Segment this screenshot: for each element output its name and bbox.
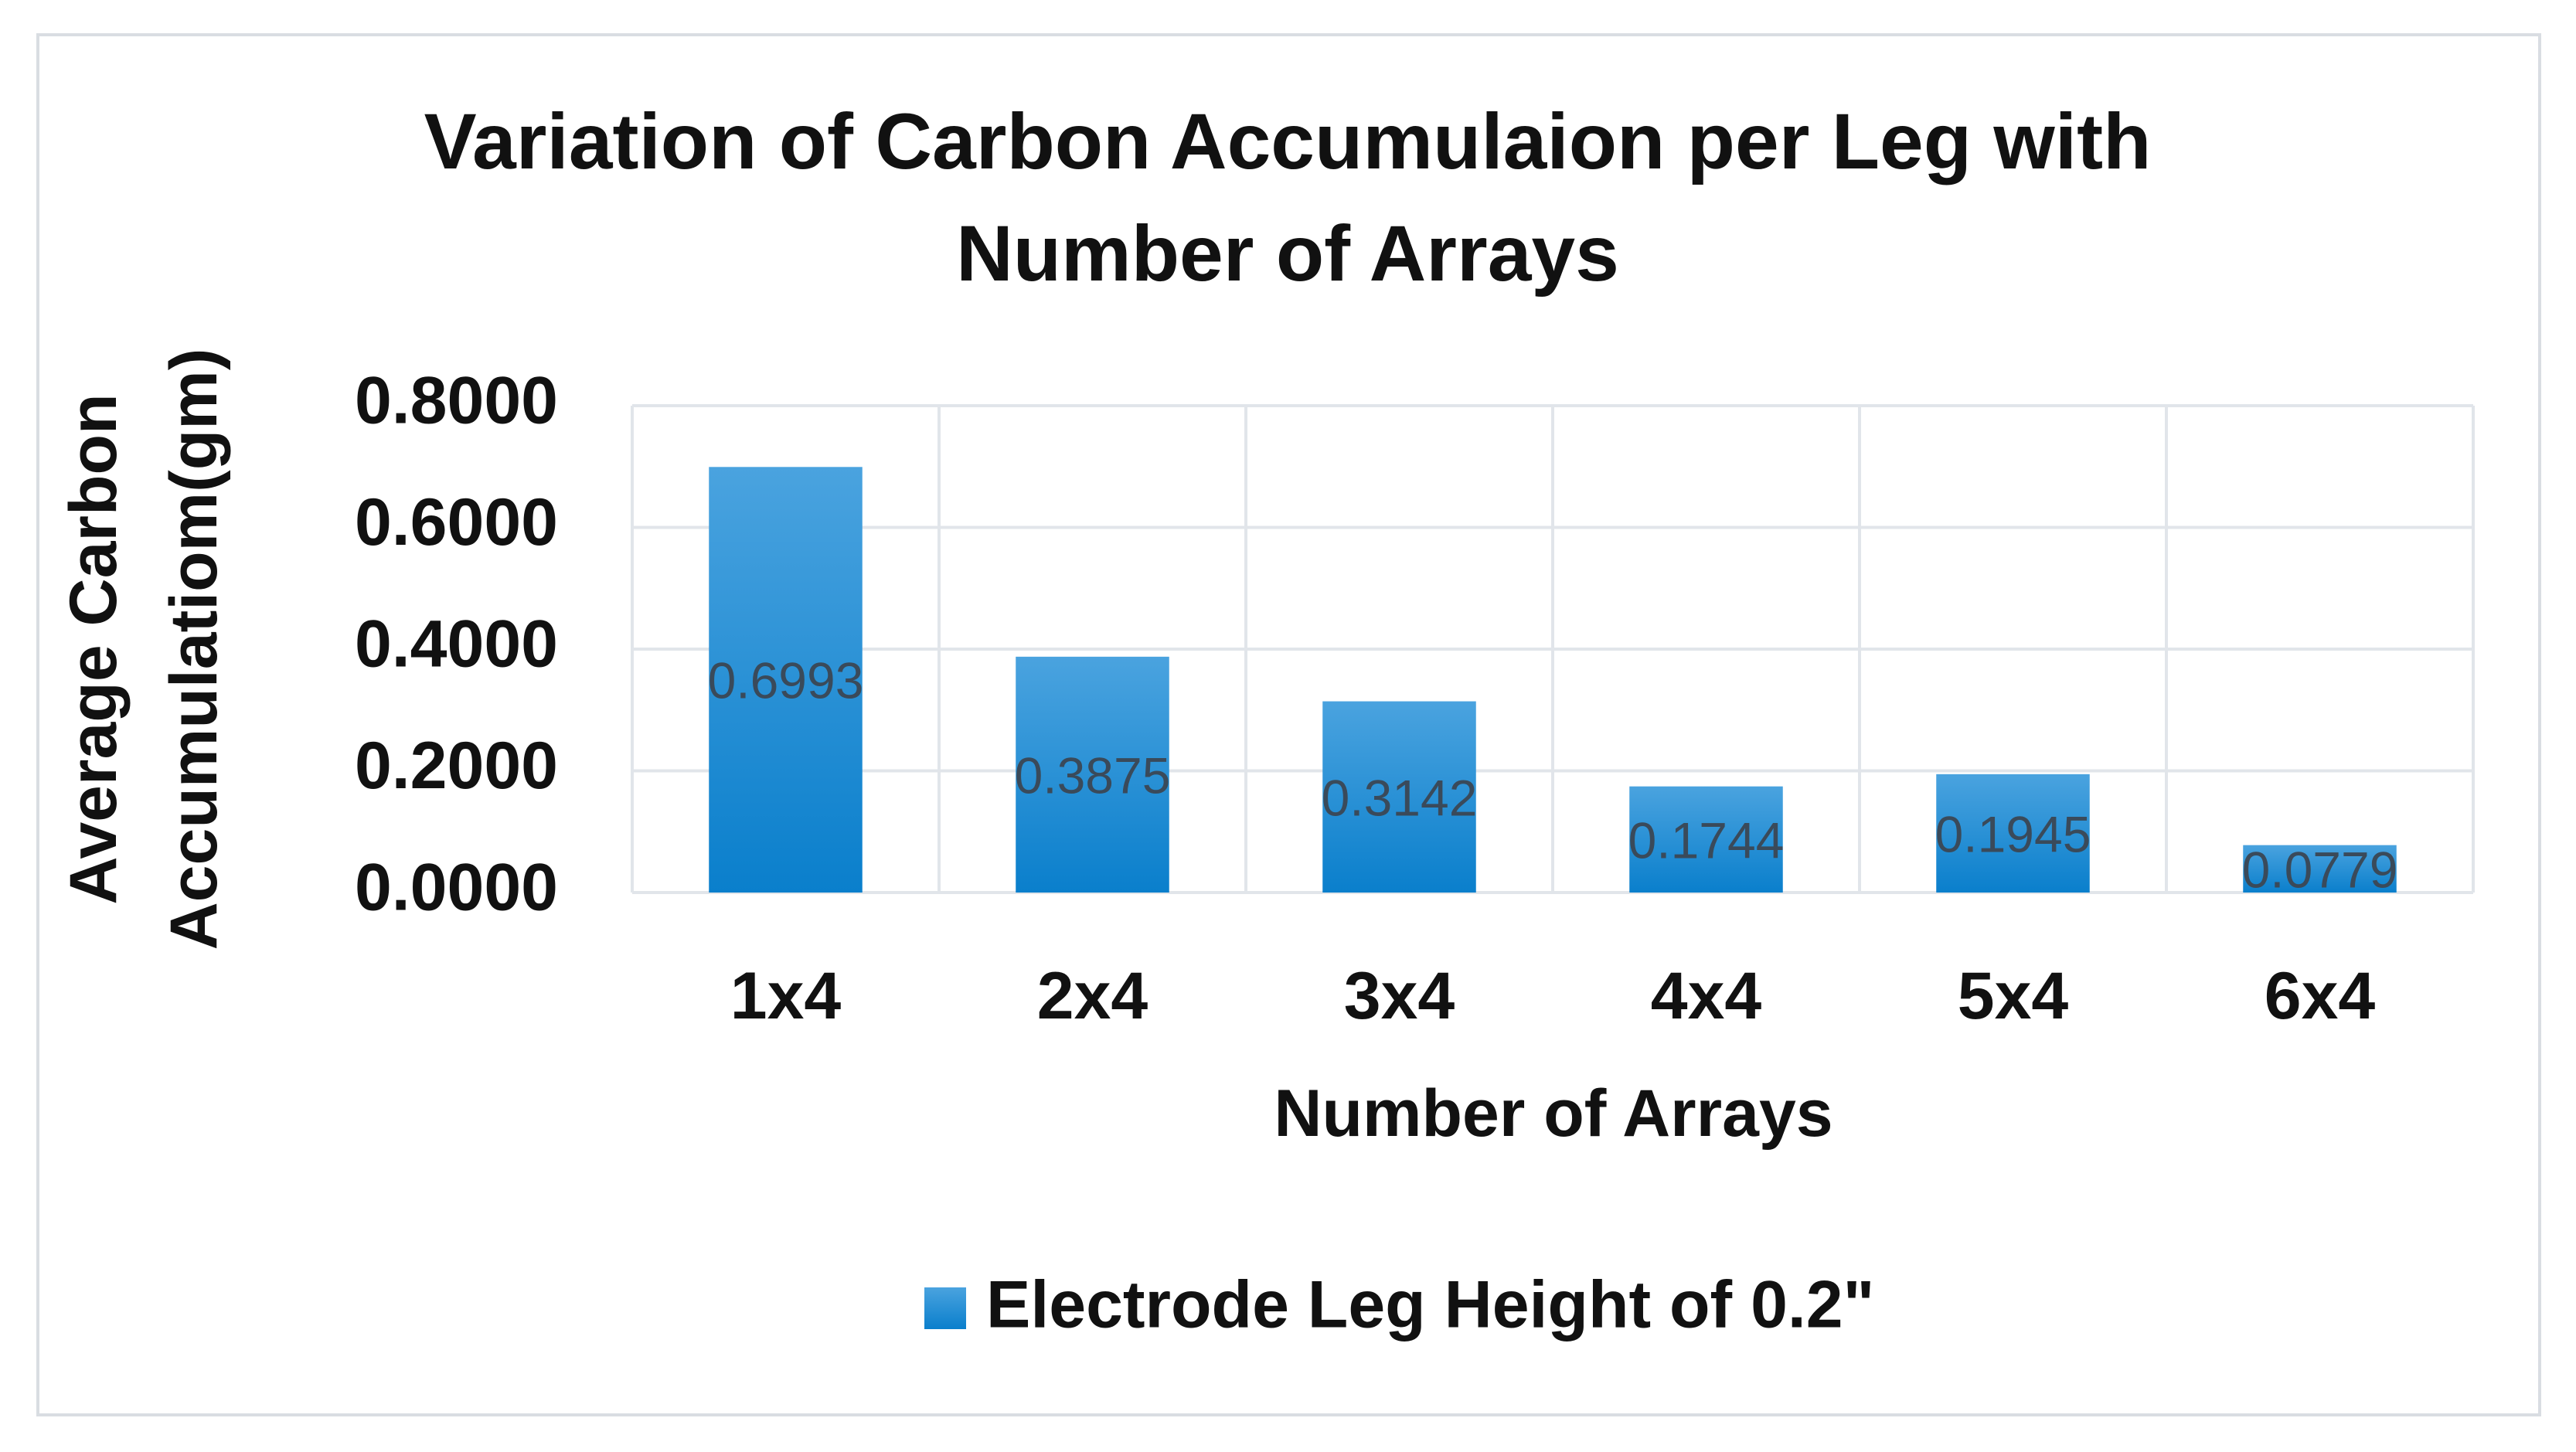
- data-labels: 0.6993 0.3875 0.3142 0.1744 0.1945 0.0779: [708, 652, 2398, 899]
- x-tick-label: 3x4: [1344, 959, 1455, 1033]
- x-axis-title: Number of Arrays: [1274, 1076, 1832, 1151]
- legend-swatch: [924, 1287, 966, 1329]
- chart-title-line-1: Variation of Carbon Accumulaion per Leg …: [424, 97, 2152, 185]
- bar-6x4: [2243, 845, 2397, 893]
- bar-2x4: [1016, 656, 1169, 893]
- y-axis-ticks: 0.0000 0.2000 0.4000 0.6000 0.8000: [355, 364, 558, 925]
- gridlines: [631, 404, 2475, 894]
- y-axis-title-line-1: Average Carbon: [56, 393, 131, 904]
- x-tick-label: 4x4: [1651, 959, 1762, 1033]
- data-label-4x4: 0.1744: [1628, 811, 1785, 869]
- y-tick-label: 0.0000: [355, 851, 558, 925]
- x-tick-label: 1x4: [730, 959, 842, 1033]
- bar-1x4: [709, 467, 863, 893]
- y-tick-label: 0.4000: [355, 607, 558, 682]
- data-label-1x4: 0.6993: [708, 652, 864, 709]
- bars: [709, 467, 2397, 893]
- x-tick-label: 2x4: [1037, 959, 1148, 1033]
- data-label-5x4: 0.1945: [1935, 805, 2091, 862]
- bar-5x4: [1936, 774, 2090, 893]
- x-tick-label: 6x4: [2265, 959, 2376, 1033]
- data-label-3x4: 0.3142: [1322, 769, 1478, 826]
- legend-label: Electrode Leg Height of 0.2": [986, 1268, 1874, 1342]
- data-label-6x4: 0.0779: [2242, 841, 2398, 898]
- bar-3x4: [1322, 701, 1476, 893]
- legend: Electrode Leg Height of 0.2": [924, 1268, 1874, 1342]
- x-tick-label: 5x4: [1958, 959, 2069, 1033]
- y-tick-label: 0.2000: [355, 729, 558, 803]
- y-tick-label: 0.8000: [355, 364, 558, 438]
- bar-4x4: [1629, 786, 1783, 893]
- y-axis-title-line-2: Accumulatiom(gm): [157, 349, 231, 950]
- chart-frame: [36, 33, 2541, 1416]
- data-label-2x4: 0.3875: [1015, 746, 1171, 804]
- chart-title-line-2: Number of Arrays: [956, 209, 1619, 298]
- y-axis-title: Average Carbon Accumulatiom(gm): [56, 349, 231, 950]
- y-tick-label: 0.6000: [355, 485, 558, 559]
- x-axis-ticks: 1x4 2x4 3x4 4x4 5x4 6x4: [730, 959, 2376, 1033]
